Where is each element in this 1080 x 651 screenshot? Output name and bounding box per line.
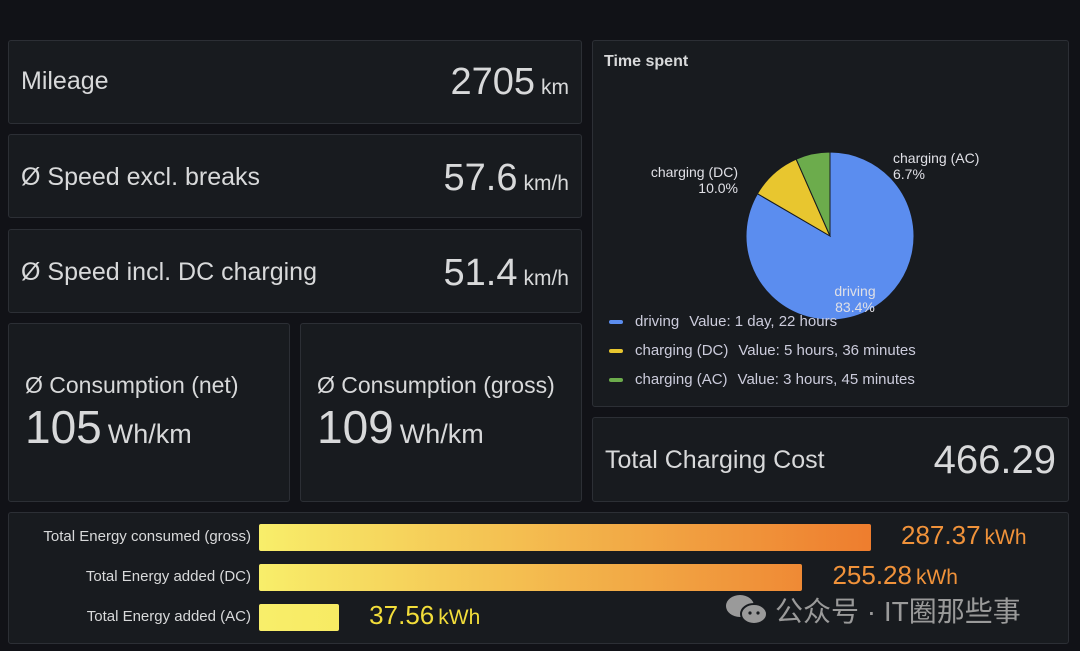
energy-bar (259, 564, 803, 591)
legend-name: driving (635, 313, 680, 330)
legend-name: charging (DC) (635, 342, 729, 359)
pie-name-label: driving (834, 283, 875, 299)
pie-name-label: charging (DC) (651, 164, 738, 180)
mileage-label: Mileage (21, 67, 109, 95)
speed-excl-label: Ø Speed excl. breaks (21, 163, 261, 191)
energy-bar-value: 37.56 kWh (369, 600, 481, 630)
legend-value: Value: 3 hours, 45 minutes (737, 371, 915, 388)
energy-bar-label: Total Energy consumed (gross) (43, 528, 251, 545)
speed-excl-value: 57.6 (443, 157, 518, 199)
energy-bar-value: 255.28 kWh (832, 560, 958, 590)
legend-item[interactable]: charging (DC) Value: 5 hours, 36 minutes (609, 342, 916, 359)
consumption-gross-unit: Wh/km (399, 419, 484, 449)
legend-swatch-icon (609, 377, 623, 382)
energy-bar-label: Total Energy added (AC) (86, 608, 251, 625)
energy-bar (259, 604, 340, 631)
charging-cost-value: 466.29 (933, 438, 1056, 482)
watermark-text: 公众号 · IT圈那些事 (775, 596, 1021, 627)
consumption-gross-label: Ø Consumption (gross) (317, 372, 555, 398)
energy-bar (259, 524, 871, 551)
legend-value: Value: 5 hours, 36 minutes (738, 342, 916, 359)
speed-excl-unit: km/h (523, 172, 569, 195)
mileage-panel: Mileage 2705 km (8, 40, 582, 124)
energy-bar-row: Total Energy consumed (gross) 287.37 kWh (9, 520, 1075, 552)
pie-name-label: charging (AC) (893, 150, 979, 166)
legend-name: charging (AC) (635, 371, 728, 388)
speed-incl-unit: km/h (523, 267, 569, 290)
energy-panel: Total Energy consumed (gross) 287.37 kWh To… (8, 512, 1069, 644)
consumption-gross-panel: Ø Consumption (gross) 109 Wh/km (300, 323, 582, 502)
legend-value: Value: 1 day, 22 hours (689, 313, 838, 330)
pie-percent-label: 83.4% (835, 299, 875, 315)
legend-swatch-icon (609, 348, 623, 353)
charging-cost-panel: Total Charging Cost 466.29 (592, 417, 1069, 502)
time-spent-panel: Time spent driving 83.4% charging (DC) 10.0… (592, 40, 1069, 407)
speed-incl-panel: Ø Speed incl. DC charging 51.4 km/h (8, 229, 582, 313)
pie-slice-2[interactable] (795, 151, 831, 237)
energy-bar-row: Total Energy added (DC) 255.28 kWh (9, 560, 1075, 592)
speed-incl-value: 51.4 (443, 252, 518, 294)
mileage-unit: km (541, 76, 569, 99)
consumption-gross-value: 109 (317, 401, 394, 453)
legend-swatch-icon (609, 319, 623, 324)
mileage-value: 2705 (450, 61, 535, 103)
speed-incl-label: Ø Speed incl. DC charging (21, 258, 317, 286)
panel-title: Time spent (604, 53, 689, 70)
charging-cost-label: Total Charging Cost (605, 446, 825, 474)
consumption-net-label: Ø Consumption (net) (25, 372, 239, 398)
speed-excl-panel: Ø Speed excl. breaks 57.6 km/h (8, 134, 582, 218)
energy-bar-row: Total Energy added (AC) 37.56 kWh (9, 600, 1075, 632)
consumption-net-value: 105 (25, 401, 102, 453)
pie-percent-label: 6.7% (893, 166, 925, 182)
consumption-net-panel: Ø Consumption (net) 105 Wh/km (8, 323, 290, 502)
consumption-net-unit: Wh/km (107, 419, 192, 449)
wechat-icon (726, 595, 768, 625)
energy-bar-label: Total Energy added (DC) (85, 568, 251, 585)
legend-item[interactable]: charging (AC) Value: 3 hours, 45 minutes (609, 371, 915, 388)
pie-percent-label: 10.0% (698, 180, 738, 196)
energy-bar-value: 287.37 kWh (901, 520, 1027, 550)
watermark: 公众号 · IT圈那些事 (725, 590, 1021, 630)
legend-item[interactable]: driving Value: 1 day, 22 hours (609, 313, 837, 330)
